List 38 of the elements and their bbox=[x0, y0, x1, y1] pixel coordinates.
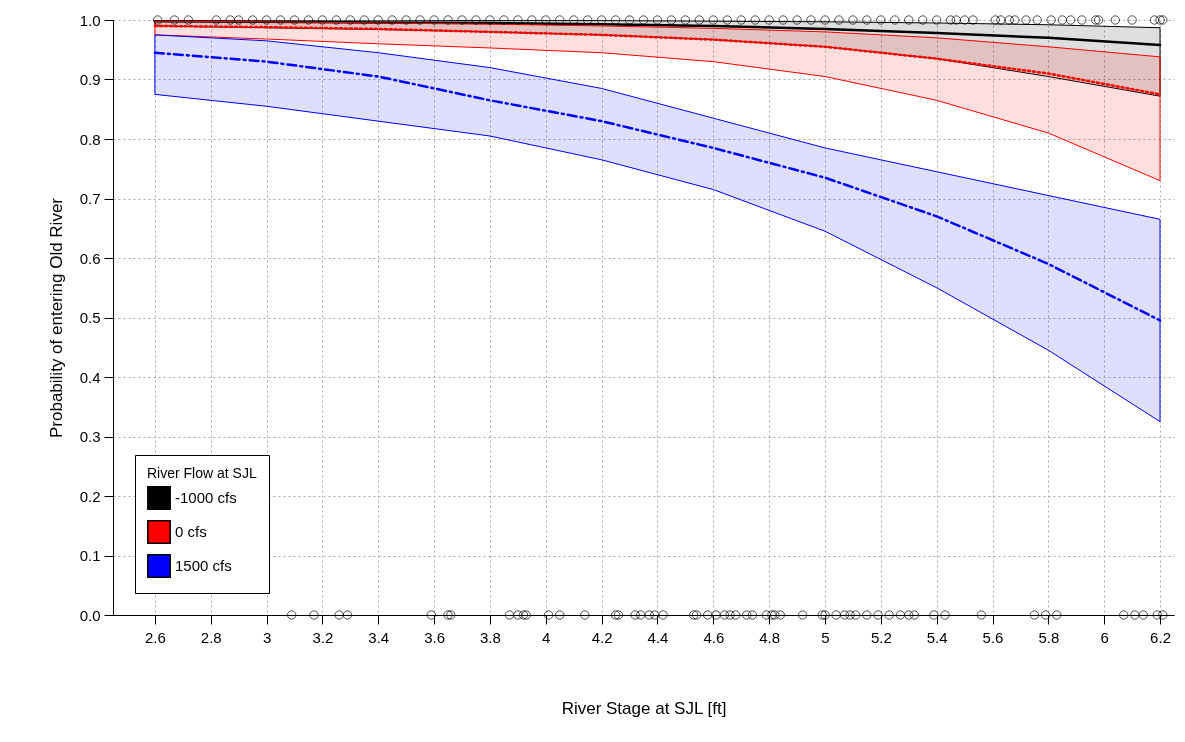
legend-title: River Flow at SJL bbox=[147, 465, 257, 481]
y-tick-label: 1.0 bbox=[79, 11, 101, 29]
x-axis-title: River Stage at SJL [ft] bbox=[561, 698, 727, 718]
y-tick-label: 0.9 bbox=[79, 71, 101, 88]
y-tick-label: 0.0 bbox=[79, 606, 101, 624]
x-tick-label: 5.4 bbox=[926, 628, 948, 646]
y-tick-label: 0.4 bbox=[79, 368, 101, 386]
y-tick-label: 0.2 bbox=[79, 487, 101, 505]
x-tick-label: 5.6 bbox=[982, 628, 1004, 646]
legend-label: 1500 cfs bbox=[175, 557, 232, 574]
x-tick-label: 2.8 bbox=[200, 628, 222, 646]
x-tick-label: 3.2 bbox=[312, 628, 334, 646]
legend-label: -1000 cfs bbox=[175, 489, 237, 506]
x-tick-label: 3.4 bbox=[368, 628, 390, 646]
x-tick-label: 4 bbox=[542, 628, 551, 646]
x-tick-label: 6 bbox=[1100, 628, 1109, 646]
x-tick-label: 4.6 bbox=[703, 628, 725, 646]
y-tick-label: 0.6 bbox=[79, 249, 101, 267]
x-tick-label: 3.8 bbox=[480, 628, 501, 646]
y-tick-label: 0.1 bbox=[79, 547, 101, 564]
x-tick-label: 2.6 bbox=[144, 628, 166, 646]
line-series bbox=[153, 19, 1162, 47]
x-tick-label: 3 bbox=[262, 628, 272, 646]
x-tick-label: 4.8 bbox=[759, 628, 781, 646]
x-tick-label: 5.2 bbox=[870, 628, 892, 646]
x-tick-label: 4.2 bbox=[591, 628, 613, 646]
y-tick-label: 0.7 bbox=[79, 190, 101, 207]
x-tick-label: 5.8 bbox=[1038, 628, 1060, 646]
y-axis-title: Probability of entering Old River bbox=[46, 197, 66, 439]
y-tick-label: 0.8 bbox=[79, 130, 101, 148]
x-tick-label: 3.6 bbox=[424, 628, 446, 646]
y-tick-label: 0.5 bbox=[79, 309, 101, 326]
legend-label: 0 cfs bbox=[175, 523, 207, 540]
y-tick-label: 0.3 bbox=[79, 428, 101, 445]
line-series bbox=[153, 51, 1162, 322]
x-tick-label: 6.2 bbox=[1150, 628, 1171, 646]
x-tick-label: 5 bbox=[821, 628, 830, 646]
x-tick-label: 4.4 bbox=[647, 628, 669, 646]
